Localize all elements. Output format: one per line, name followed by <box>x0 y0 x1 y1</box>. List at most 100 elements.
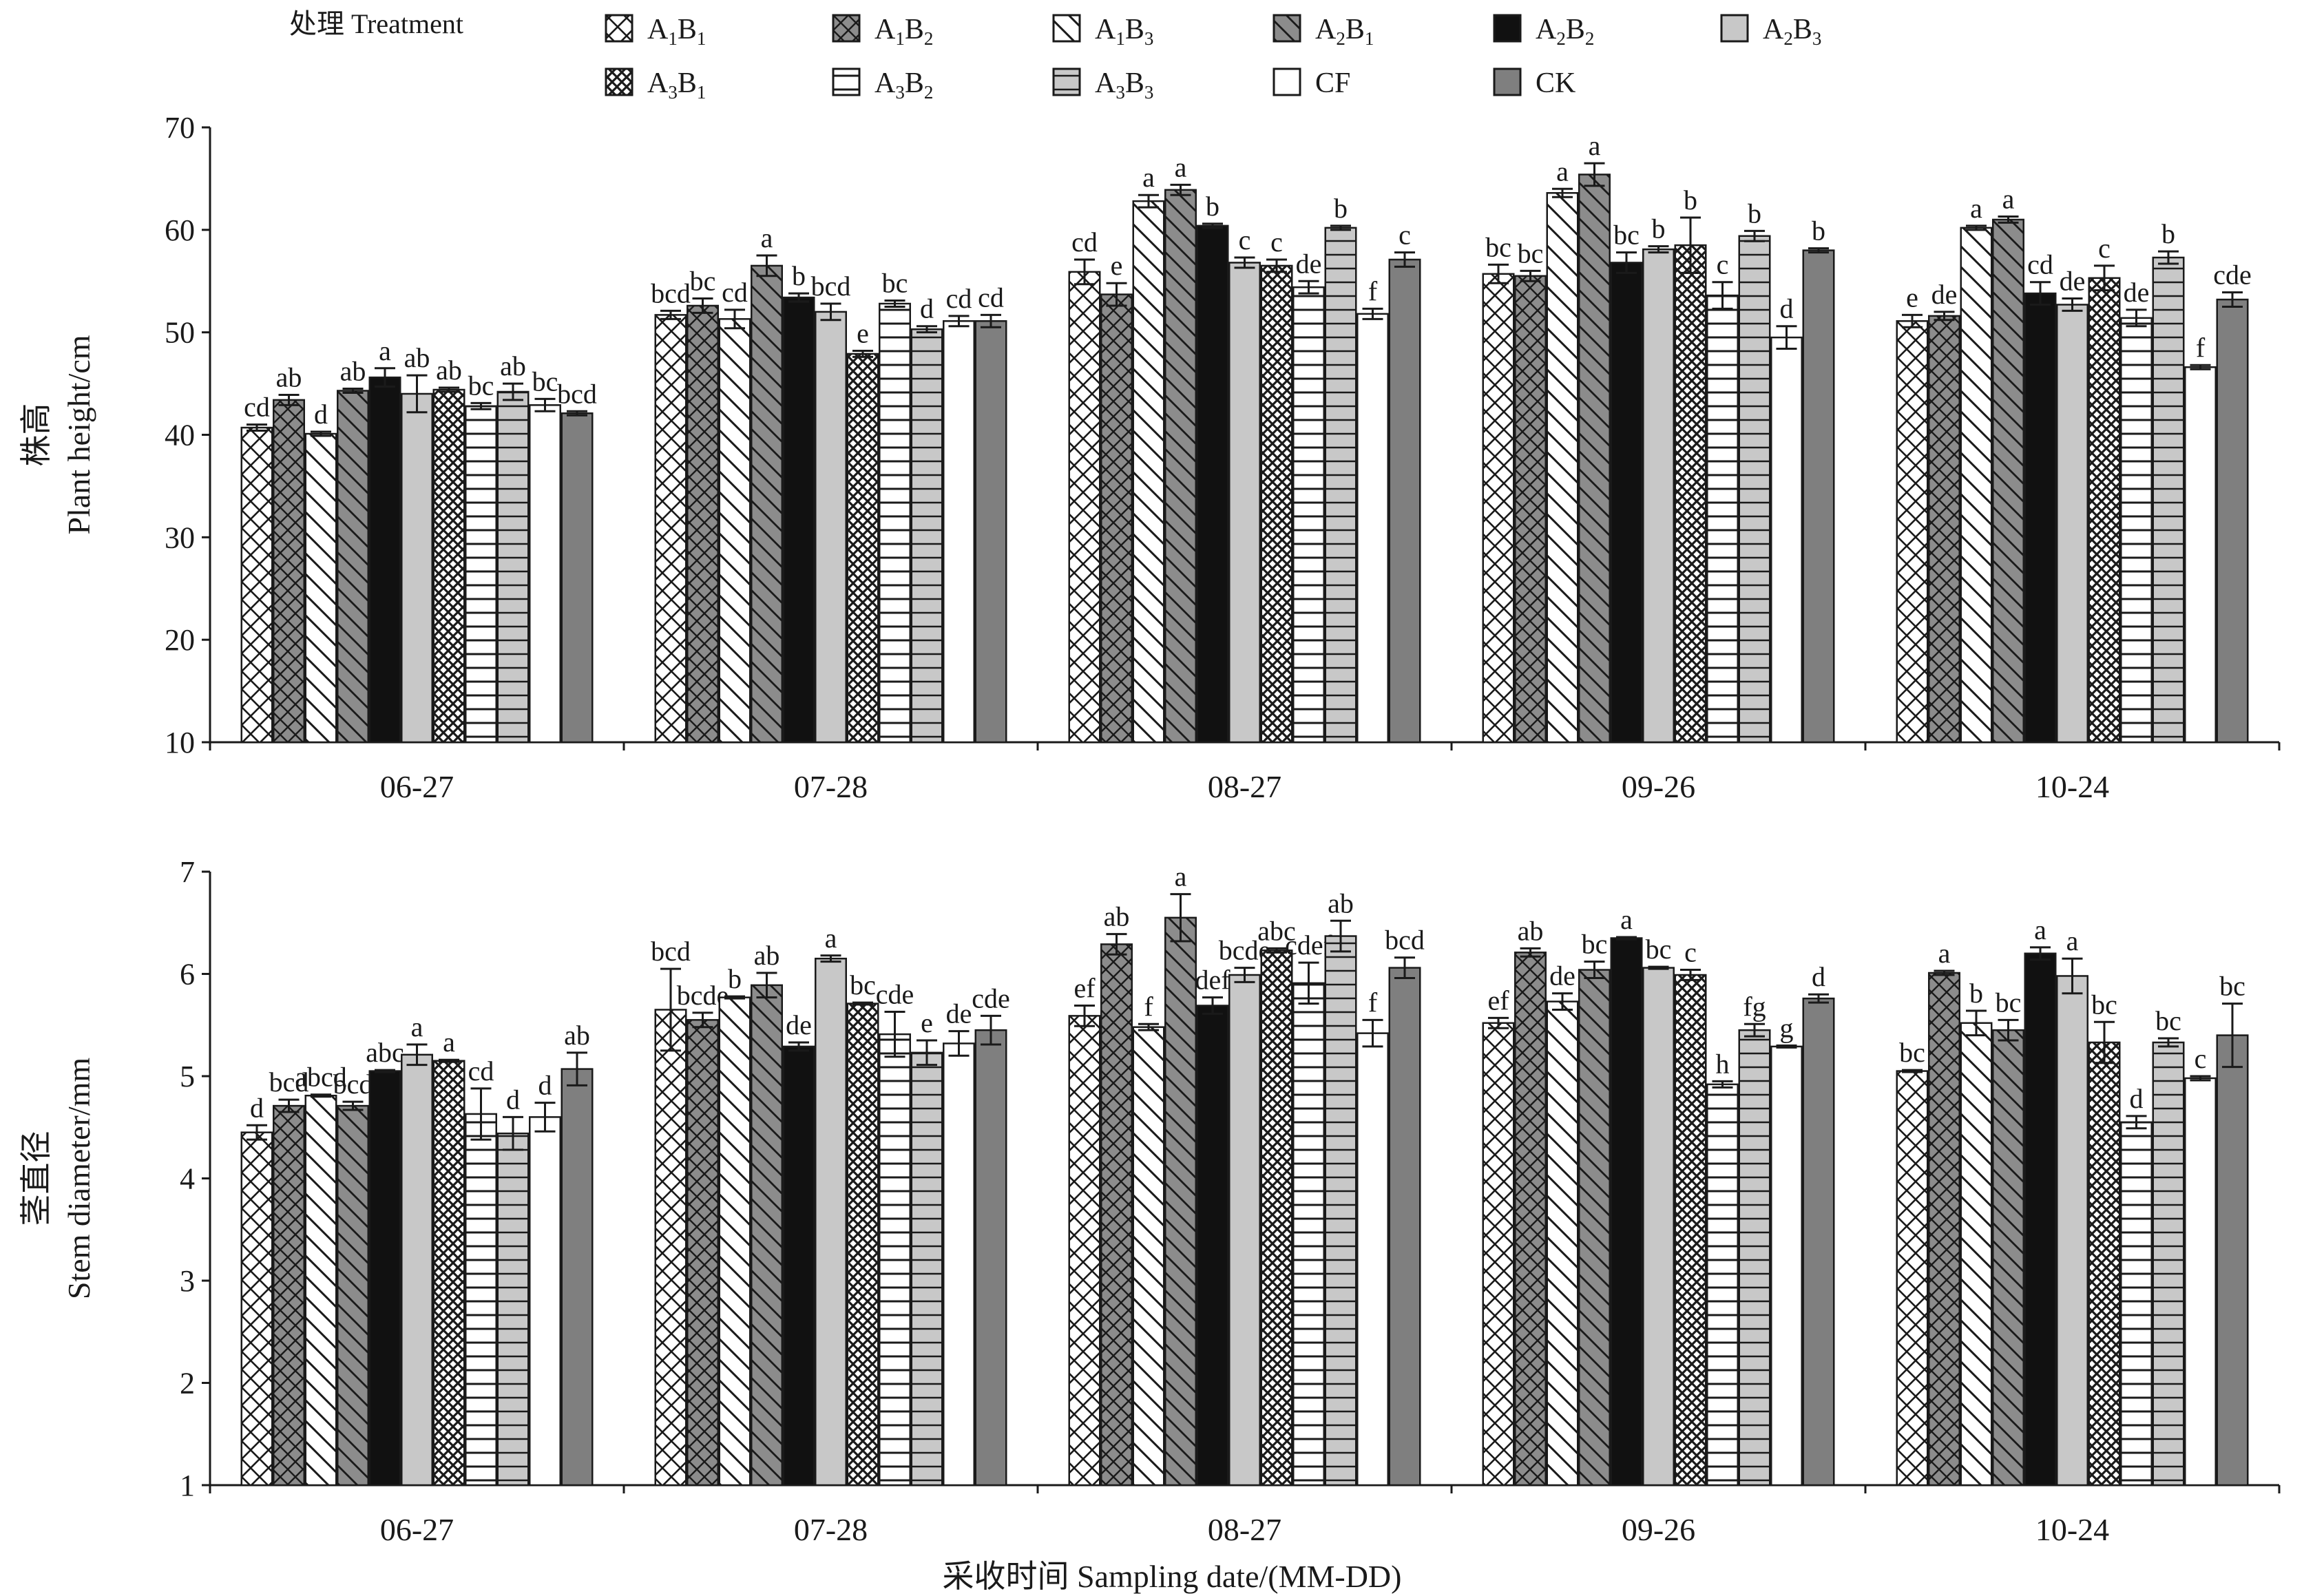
significance-letter: a <box>411 1011 423 1042</box>
bar-a1b2-06-27 <box>273 1104 305 1487</box>
legend-swatch <box>1493 14 1522 43</box>
y-tick-label: 40 <box>165 419 195 452</box>
error-bar <box>1298 961 1319 1005</box>
error-bar <box>247 423 267 432</box>
y-tick-label: 1 <box>180 1469 195 1502</box>
bar-a3b3-09-26 <box>1738 235 1771 744</box>
legend-label: A3B2 <box>875 67 933 103</box>
bar-a2b3-06-27 <box>401 1053 433 1487</box>
x-axis-label: 采收时间 Sampling date/(MM-DD) <box>943 1559 1402 1594</box>
error-bar <box>1330 224 1351 231</box>
bar-a1b3-10-24 <box>1960 227 1993 744</box>
error-bar <box>2094 1020 2115 1064</box>
error-bar <box>948 315 970 328</box>
bar-a3b3-06-27 <box>496 1132 530 1487</box>
bar-a3b1-06-27 <box>432 1060 465 1487</box>
legend-swatch <box>1493 67 1522 96</box>
bar-a1b2-09-26 <box>1514 952 1547 1487</box>
x-tick-label: 08-27 <box>1208 1512 1281 1547</box>
significance-letter: b <box>1969 978 1983 1009</box>
bar-a1b1-10-24 <box>1896 1070 1929 1487</box>
y-tick-label: 10 <box>165 726 195 759</box>
error-bar <box>1234 967 1255 983</box>
bar-a2b2-09-26 <box>1610 262 1643 744</box>
significance-letter: ab <box>1104 901 1130 932</box>
significance-letter: e <box>1111 250 1123 281</box>
error-bar <box>1934 311 1955 322</box>
significance-letter: a <box>1142 162 1155 193</box>
legend-item-a3b3: A3B3 <box>1052 67 1153 103</box>
y-axis-label-en: Plant height/cm <box>61 335 96 534</box>
significance-letter: d <box>920 293 934 324</box>
bar-a2b3-08-27 <box>1228 262 1261 744</box>
bar-a2b2-06-27 <box>368 1070 401 1487</box>
significance-letter: bc <box>2091 989 2117 1020</box>
error-bar <box>2126 1115 2147 1130</box>
error-bar <box>1202 222 1223 229</box>
error-bar <box>948 1030 970 1057</box>
legend-item-cf: CF <box>1273 67 1350 99</box>
error-bar <box>756 972 777 999</box>
error-bar <box>1170 893 1191 943</box>
error-bar <box>375 1069 395 1073</box>
significance-letter: ab <box>276 361 302 392</box>
error-bar <box>1902 313 1923 328</box>
error-bar <box>1362 1018 1383 1048</box>
bar-a3b3-08-27 <box>1324 227 1357 744</box>
significance-letter: bc <box>1582 929 1608 960</box>
significance-letter: bc <box>1518 238 1544 269</box>
bar-a3b2-06-27 <box>465 1113 497 1487</box>
significance-letter: fg <box>1743 991 1766 1022</box>
significance-letter: bc <box>468 370 494 401</box>
significance-letter: bcd <box>269 1067 309 1098</box>
error-bar <box>342 1100 364 1111</box>
bar-a1b3-09-26 <box>1546 1000 1579 1487</box>
bar-cf-06-27 <box>529 404 561 744</box>
significance-letter: ab <box>500 350 526 381</box>
significance-letter: b <box>1206 191 1219 222</box>
legend-swatch <box>832 14 861 43</box>
significance-letter: a <box>1556 156 1569 187</box>
significance-letter: ab <box>754 940 780 971</box>
error-bar <box>1106 282 1127 307</box>
error-bar <box>439 386 459 393</box>
significance-letter: abc <box>1257 915 1296 946</box>
bar-a1b1-08-27 <box>1068 1015 1101 1487</box>
error-bar <box>1808 993 1829 1004</box>
significance-letter: ef <box>1487 985 1509 1016</box>
significance-letter: bc <box>2219 971 2245 1002</box>
significance-letter: ab <box>1518 915 1544 946</box>
error-bar <box>1488 263 1509 284</box>
significance-letter: bcd <box>1385 925 1425 956</box>
x-tick-label: 06-27 <box>380 769 454 804</box>
significance-letter: h <box>1716 1048 1730 1079</box>
bar-a2b1-09-26 <box>1578 174 1611 744</box>
error-bar <box>1074 1005 1095 1027</box>
legend-swatch <box>1273 14 1301 43</box>
error-bar <box>2222 1002 2243 1069</box>
bar-a1b2-10-24 <box>1928 972 1960 1487</box>
significance-letter: de <box>1296 248 1322 279</box>
bar-a2b1-07-28 <box>751 264 783 744</box>
legend-swatch <box>605 67 633 96</box>
bar-a3b1-07-28 <box>846 353 879 744</box>
bar-a3b3-09-26 <box>1738 1029 1771 1487</box>
bar-a1b3-09-26 <box>1546 192 1579 744</box>
legend-item-a1b3: A1B3 <box>1052 14 1153 49</box>
error-bar <box>884 300 905 308</box>
bar-a2b2-07-28 <box>782 296 815 744</box>
bar-a2b2-08-27 <box>1196 1005 1229 1487</box>
error-bar <box>1552 992 1573 1011</box>
error-bar <box>981 313 1001 328</box>
legend-swatch <box>1720 14 1749 43</box>
significance-letter: d <box>1780 293 1794 324</box>
significance-letter: cd <box>468 1056 494 1086</box>
error-bar <box>503 382 523 401</box>
significance-letter: cd <box>978 282 1004 313</box>
significance-letter: a <box>443 1027 455 1058</box>
bar-a3b1-09-26 <box>1674 244 1707 744</box>
significance-letter: bc <box>1646 934 1672 965</box>
error-bar <box>534 1102 556 1133</box>
error-bar <box>1776 325 1797 350</box>
